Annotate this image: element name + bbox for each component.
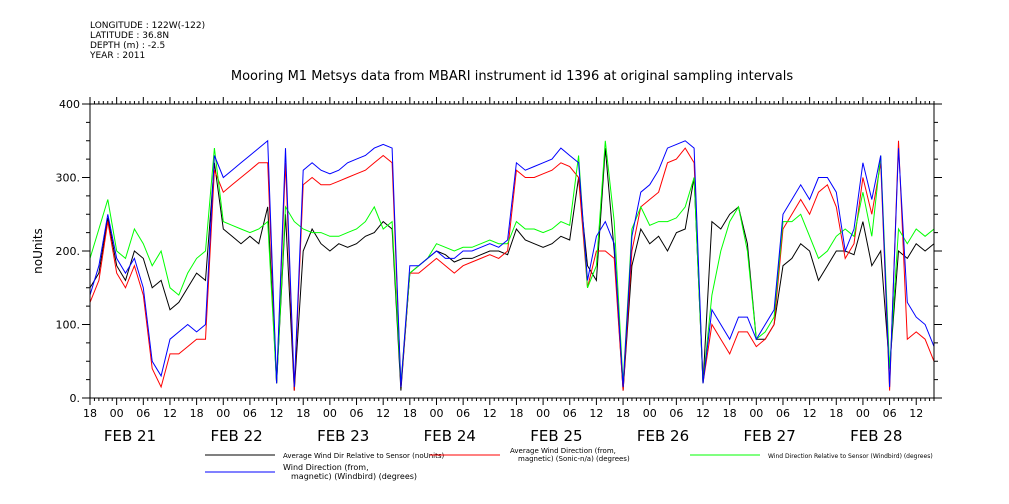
x-hour-label: 00 [110,407,124,420]
y-tick-label: 400 [59,98,80,111]
x-hour-label: 00 [323,407,337,420]
x-hour-label: 06 [776,407,790,420]
x-hour-label: 18 [403,407,417,420]
x-hour-label: 18 [616,407,630,420]
x-hour-label: 00 [536,407,550,420]
x-hour-label: 00 [429,407,443,420]
longitude-label: LONGITUDE : 122W(-122) [90,21,206,31]
x-hour-label: 18 [83,407,97,420]
x-hour-label: 06 [456,407,470,420]
series-line-3 [89,140,935,384]
x-hour-label: 00 [643,407,657,420]
x-day-label: FEB 22 [210,427,262,445]
x-hour-label: 00 [216,407,230,420]
x-hour-label: 18 [829,407,843,420]
latitude-label: LATITUDE : 36.8N [90,31,170,41]
y-tick-label: 200. [56,245,81,258]
x-hour-label: 12 [270,407,284,420]
x-hour-label: 12 [909,407,923,420]
x-day-label: FEB 28 [850,427,902,445]
year-label: YEAR : 2011 [90,51,146,61]
y-tick-label: 100. [56,319,81,332]
x-hour-label: 06 [669,407,683,420]
x-day-label: FEB 21 [104,427,156,445]
series-line-4 [89,139,935,388]
x-day-label: FEB 23 [317,427,369,445]
x-hour-label: 12 [696,407,710,420]
legend-label-2: Average Wind Direction (from, magnetic) (… [510,447,630,463]
x-hour-label: 06 [136,407,150,420]
x-hour-label: 00 [749,407,763,420]
legend-label-4: Wind Direction (from, magnetic) (Windbird… [283,463,417,481]
x-day-label: FEB 26 [637,427,689,445]
plot-frame [89,103,935,399]
x-hour-label: 06 [243,407,257,420]
x-hour-label: 06 [350,407,364,420]
y-tick-label: 300. [56,172,81,185]
x-hour-label: 18 [723,407,737,420]
x-hour-label: 12 [803,407,817,420]
series-line-1 [89,148,935,391]
y-tick-label: 0. [70,392,81,405]
x-hour-label: 18 [190,407,204,420]
x-hour-label: 06 [563,407,577,420]
x-day-label: FEB 27 [744,427,796,445]
x-hour-label: 00 [856,407,870,420]
chart-title: Mooring M1 Metsys data from MBARI instru… [231,69,793,84]
legend-label-3: Wind Direction Relative to Sensor (Windb… [768,453,933,460]
depth-label: DEPTH (m) : -2.5 [90,41,166,51]
x-hour-label: 06 [883,407,897,420]
x-day-label: FEB 24 [424,427,476,445]
x-hour-label: 12 [483,407,497,420]
x-hour-label: 18 [296,407,310,420]
x-day-label: FEB 25 [530,427,582,445]
y-axis-label: noUnits [31,228,45,274]
x-hour-label: 12 [376,407,390,420]
legend-label-1: Average Wind Dir Relative to Sensor (noU… [283,452,444,460]
series-line-2 [89,140,935,391]
x-hour-label: 12 [163,407,177,420]
x-hour-label: 12 [589,407,603,420]
x-hour-label: 18 [509,407,523,420]
